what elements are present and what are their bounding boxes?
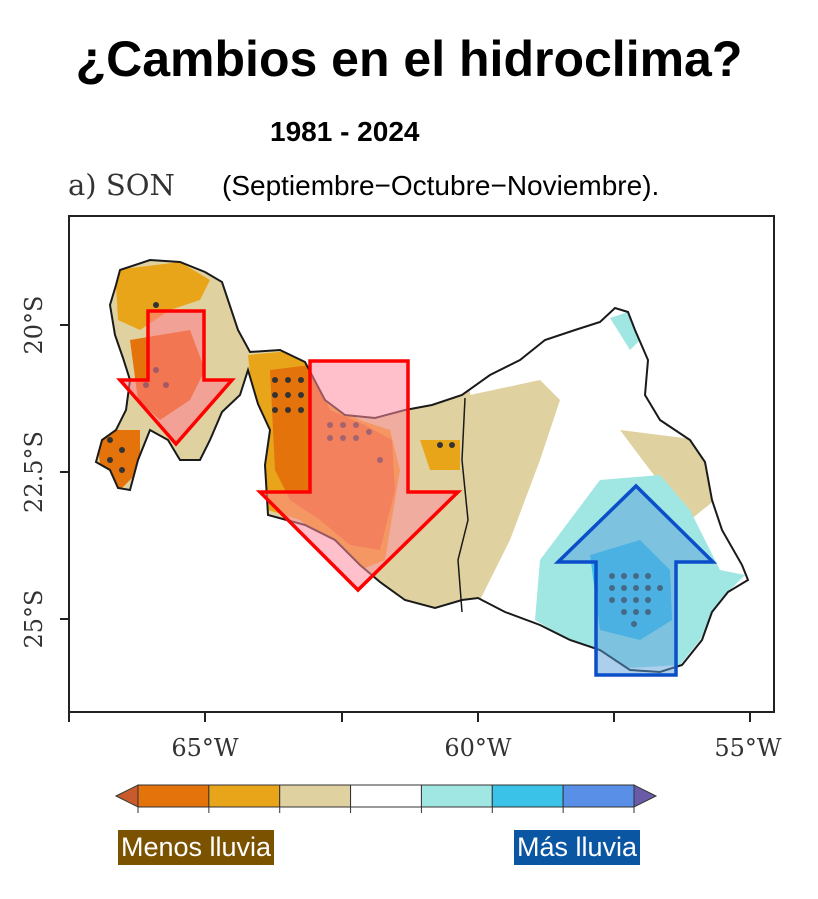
increase-arrow-southeast bbox=[553, 483, 718, 677]
colorbar-segment bbox=[350, 784, 422, 808]
y-tick-label: 22.5°S bbox=[20, 431, 48, 513]
x-tick-label: 60°W bbox=[444, 734, 512, 762]
colorbar-segment bbox=[491, 784, 564, 808]
colorbar-segment bbox=[279, 784, 352, 808]
season-label: (Septiembre−Octubre−Noviembre). bbox=[222, 170, 660, 201]
decrease-arrow-northwest bbox=[116, 309, 236, 447]
panel-label: a) SON bbox=[68, 168, 175, 202]
page-title: ¿Cambios en el hidroclima? bbox=[75, 31, 743, 87]
x-tick-label: 65°W bbox=[171, 734, 239, 762]
x-axis bbox=[68, 712, 751, 722]
colorbar-extend-high bbox=[633, 784, 658, 808]
more-rain-label: Más lluvia bbox=[514, 830, 641, 865]
period-label: 1981 - 2024 bbox=[270, 116, 420, 147]
y-axis bbox=[60, 324, 69, 620]
colorbar-segment bbox=[562, 784, 635, 808]
colorbar bbox=[114, 784, 658, 813]
y-tick-label: 20°S bbox=[20, 296, 48, 355]
colorbar-segment bbox=[208, 784, 281, 808]
y-tick-label: 25°S bbox=[20, 590, 48, 649]
colorbar-segment bbox=[420, 784, 493, 808]
province-border bbox=[457, 397, 469, 613]
x-tick-label: 55°W bbox=[714, 734, 782, 762]
colorbar-extend-low bbox=[114, 784, 139, 808]
colorbar-segment bbox=[137, 784, 210, 808]
decrease-arrow-central bbox=[255, 359, 463, 593]
less-rain-label: Menos lluvia bbox=[118, 830, 275, 865]
